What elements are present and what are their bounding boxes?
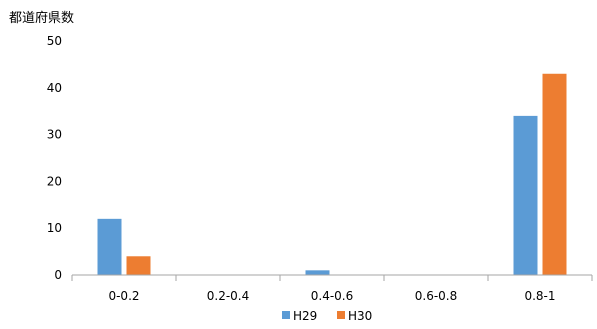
bar-h29-0.4-0.6 xyxy=(305,270,330,275)
x-tick-label: 0.4-0.6 xyxy=(311,289,354,303)
y-tick-label: 40 xyxy=(47,81,62,95)
legend-label: H30 xyxy=(348,309,372,323)
x-tick-label: 0.8-1 xyxy=(524,289,555,303)
y-tick-label: 20 xyxy=(47,174,62,188)
plot-bars xyxy=(97,73,567,275)
y-axis-ticks: 0 10 20 30 40 50 xyxy=(47,34,62,282)
x-tick-label: 0.2-0.4 xyxy=(207,289,250,303)
bar-h30-0.8-1 xyxy=(542,73,567,275)
y-axis-label: 都道府県数 xyxy=(9,11,74,26)
legend-label: H29 xyxy=(293,309,317,323)
legend: H29 H30 xyxy=(282,309,372,323)
legend-swatch xyxy=(282,311,290,319)
x-tick-label: 0.6-0.8 xyxy=(415,289,458,303)
y-tick-label: 30 xyxy=(47,128,62,142)
x-tick-label: 0-0.2 xyxy=(108,289,139,303)
y-tick-label: 50 xyxy=(47,34,62,48)
x-axis-ticks: 0-0.2 0.2-0.4 0.4-0.6 0.6-0.8 0.8-1 xyxy=(71,275,593,303)
legend-swatch xyxy=(337,311,345,319)
y-tick-label: 10 xyxy=(47,221,62,235)
bar-h29-0-0.2 xyxy=(97,218,122,275)
y-tick-label: 0 xyxy=(54,268,62,282)
bar-h30-0-0.2 xyxy=(126,256,151,275)
bar-h29-0.8-1 xyxy=(513,115,538,275)
